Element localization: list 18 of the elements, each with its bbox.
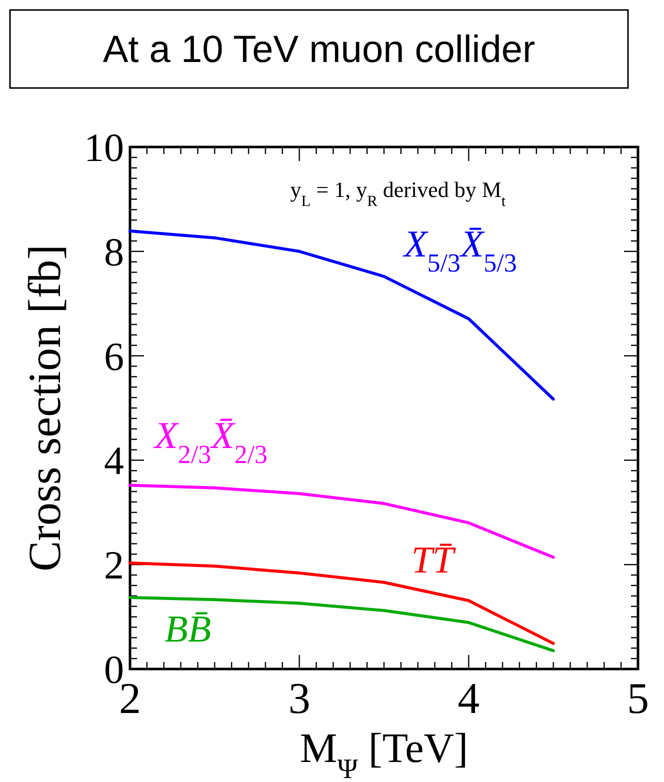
x-tick-label: 5 [627, 674, 649, 723]
chart-title: At a 10 TeV muon collider [102, 29, 536, 71]
line-series [128, 596, 555, 652]
y-tick-label: 10 [84, 125, 124, 170]
series-label: TT̄ [411, 540, 457, 582]
x-tick-label: 3 [288, 674, 310, 723]
y-tick-label: 8 [104, 229, 124, 274]
x-tick-label: 4 [458, 674, 480, 723]
y-axis-title: Cross section [fb] [19, 244, 70, 572]
y-tick-label: 6 [104, 334, 124, 379]
series-label: X$_{2/3}$X̄$_{2/3}$ [152, 414, 268, 468]
y-tick-label: 2 [104, 542, 124, 588]
line-series [128, 230, 555, 401]
annotation: y$_{L}$ = 1, y$_{R}$ derived by M$_{t}$ [290, 177, 506, 210]
series-label: BB̄ [164, 608, 212, 651]
x-axis-title: M$_{Ψ}$ [TeV] [300, 726, 468, 782]
series-label: X$_{5/3}$X̄$_{5/3}$ [402, 223, 517, 277]
y-tick-label: 4 [104, 438, 124, 484]
